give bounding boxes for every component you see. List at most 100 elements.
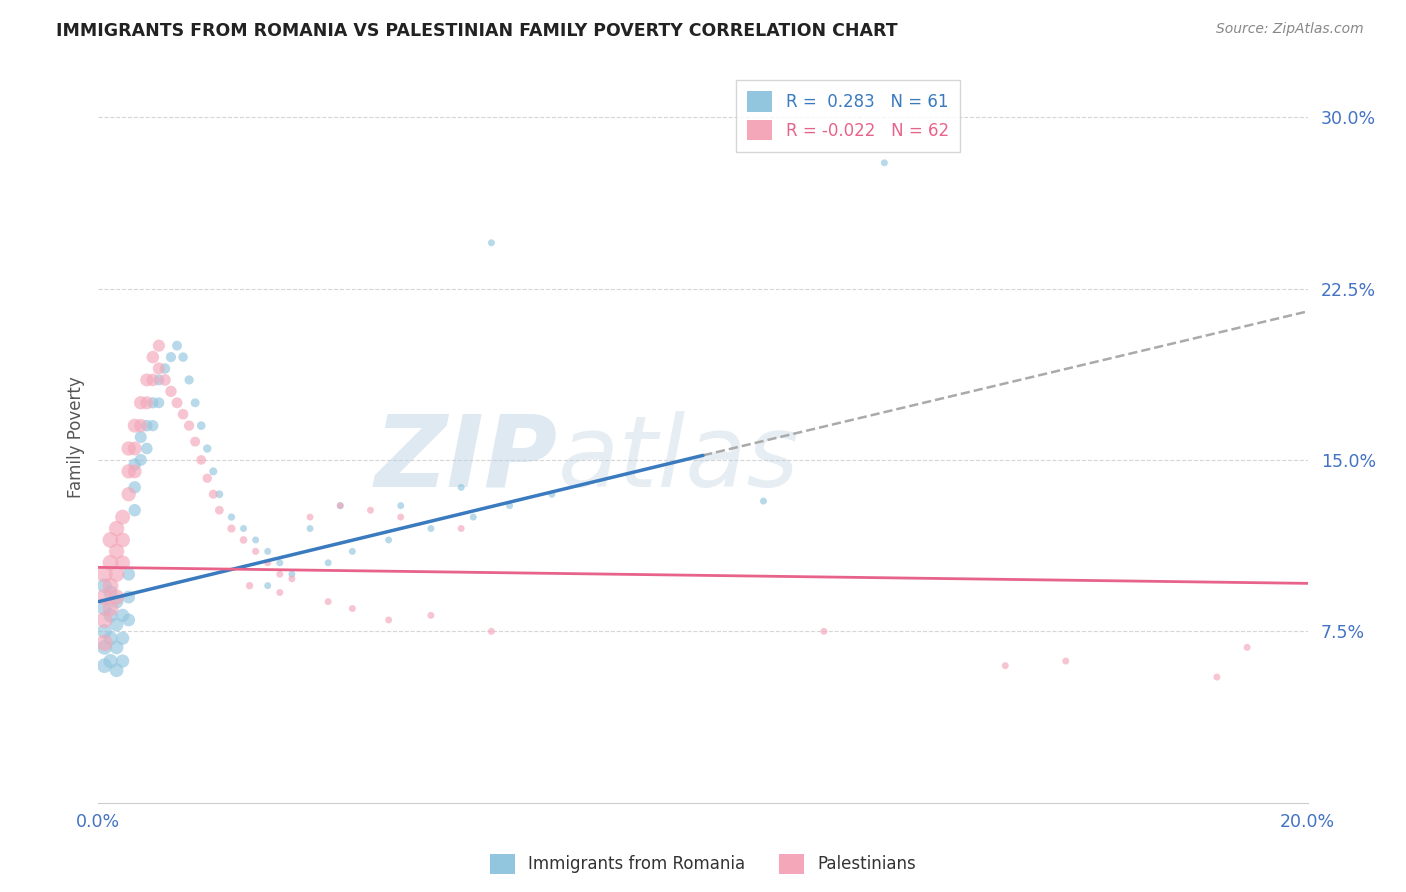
Point (221, 521, 243, 535)
Point (420, 521, 443, 535)
Point (752, 494, 775, 508)
Point (105, 590, 128, 604)
Point (232, 521, 254, 535)
Point (190, 418, 212, 433)
Point (481, 235, 503, 250)
Point (100, 608, 122, 623)
Point (142, 350, 165, 364)
Point (190, 453, 212, 467)
Point (160, 384, 183, 399)
Point (208, 487, 231, 501)
Text: ZIP: ZIP (375, 410, 558, 508)
Point (105, 595, 128, 609)
Point (184, 396, 207, 410)
Point (873, 155, 896, 169)
Point (135, 396, 157, 410)
Point (153, 361, 176, 376)
Text: atlas: atlas (558, 410, 800, 508)
Point (111, 632, 134, 646)
Point (299, 521, 322, 535)
Point (316, 556, 339, 570)
Point (93, 590, 115, 604)
Point (195, 442, 218, 456)
Point (118, 590, 141, 604)
Point (129, 396, 152, 410)
Point (118, 613, 141, 627)
Point (377, 613, 399, 627)
Point (93, 579, 115, 593)
Point (142, 418, 165, 433)
Point (377, 533, 399, 547)
Point (221, 510, 243, 524)
Point (239, 579, 262, 593)
Point (111, 556, 134, 570)
Point (124, 442, 146, 456)
Point (195, 471, 218, 485)
Point (813, 624, 835, 639)
Point (202, 464, 225, 478)
Point (148, 361, 170, 376)
Point (463, 510, 485, 524)
Point (269, 556, 291, 570)
Point (389, 499, 412, 513)
Point (93, 636, 115, 650)
Point (105, 521, 128, 535)
Point (118, 464, 141, 478)
Point (148, 373, 170, 387)
Point (105, 640, 128, 655)
Point (316, 595, 339, 609)
Point (1054, 654, 1077, 668)
Y-axis label: Family Poverty: Family Poverty (66, 376, 84, 498)
Point (100, 533, 122, 547)
Point (129, 430, 152, 444)
Point (360, 503, 382, 517)
Point (135, 418, 157, 433)
Point (245, 544, 267, 558)
Point (111, 533, 134, 547)
Point (129, 453, 152, 467)
Point (148, 338, 170, 352)
Point (100, 632, 122, 646)
Point (118, 567, 141, 582)
Point (148, 396, 170, 410)
Point (269, 585, 291, 599)
Point (281, 572, 304, 586)
Point (329, 499, 352, 513)
Point (135, 442, 157, 456)
Point (124, 464, 146, 478)
Point (124, 458, 146, 472)
Point (100, 556, 122, 570)
Point (498, 499, 520, 513)
Point (129, 418, 152, 433)
Point (166, 396, 188, 410)
Point (105, 544, 128, 558)
Text: Source: ZipAtlas.com: Source: ZipAtlas.com (1216, 22, 1364, 37)
Point (994, 658, 1017, 673)
Point (100, 585, 122, 599)
Point (118, 487, 141, 501)
Legend: R =  0.283   N = 61, R = -0.022   N = 62: R = 0.283 N = 61, R = -0.022 N = 62 (735, 79, 960, 152)
Point (93, 658, 115, 673)
Point (420, 608, 443, 623)
Point (184, 434, 207, 449)
Point (232, 533, 254, 547)
Point (142, 373, 165, 387)
Point (93, 567, 115, 582)
Point (256, 556, 278, 570)
Point (124, 480, 146, 494)
Point (179, 418, 201, 433)
Point (166, 338, 188, 352)
Point (256, 544, 278, 558)
Point (153, 373, 176, 387)
Point (105, 663, 128, 677)
Point (124, 418, 146, 433)
Point (111, 510, 134, 524)
Point (111, 654, 134, 668)
Point (269, 567, 291, 582)
Point (540, 487, 562, 501)
Point (172, 350, 194, 364)
Point (118, 442, 141, 456)
Point (202, 487, 225, 501)
Point (93, 613, 115, 627)
Point (342, 601, 364, 615)
